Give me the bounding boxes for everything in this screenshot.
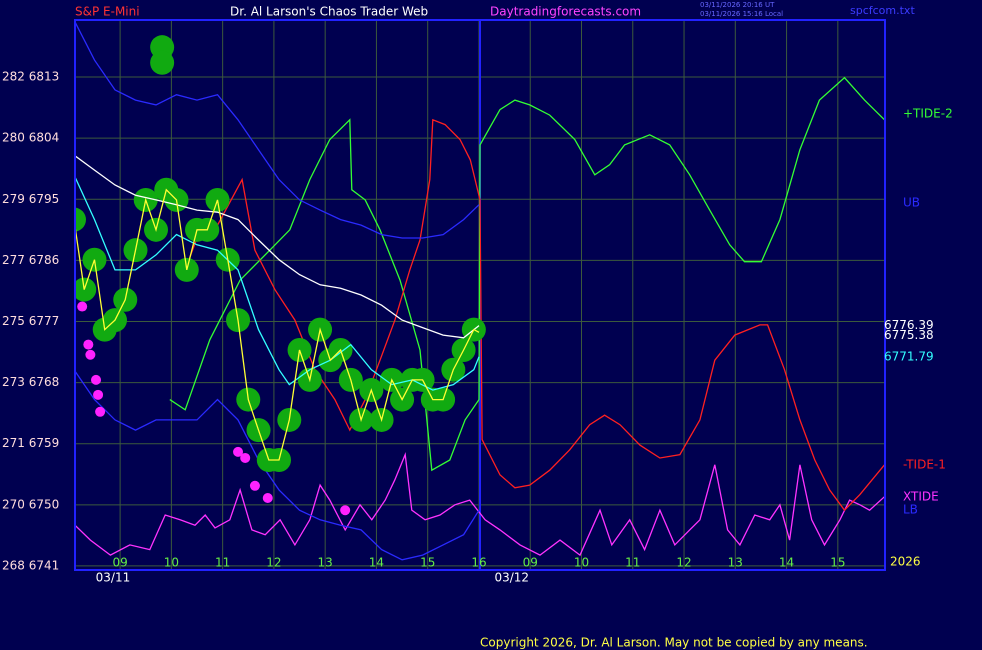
legend-label: +TIDE-2 <box>903 107 953 121</box>
y-tick-label: 279 6795 <box>2 192 59 206</box>
marker <box>91 374 102 385</box>
date-label: 03/11 <box>96 571 131 585</box>
y-tick-label: 273 6768 <box>2 375 59 389</box>
series-line <box>75 370 480 561</box>
marker <box>83 339 94 350</box>
x-tick-label: 12 <box>266 556 281 570</box>
end-value-label: 6775.38 <box>884 328 934 342</box>
end-value-label: 6776.39 <box>884 318 934 332</box>
plot-border <box>74 19 886 571</box>
filename: spcfcom.txt <box>850 4 915 17</box>
x-tick-label: 15 <box>830 556 845 570</box>
marker <box>75 277 97 302</box>
y-tick-label: 268 6741 <box>2 558 59 572</box>
legend-label: XTIDE <box>903 490 939 504</box>
legend-label: -TIDE-1 <box>903 458 946 472</box>
labels: 268 6741 270 6750 271 6759 273 6768 275 6777… <box>2 70 953 585</box>
marker <box>95 406 106 417</box>
marker <box>262 493 273 504</box>
x-tick-label: 13 <box>318 556 333 570</box>
website: Daytradingforecasts.com <box>490 5 641 19</box>
grid <box>75 20 885 570</box>
x-tick-label: 09 <box>112 556 127 570</box>
marker <box>75 207 86 232</box>
x-tick-label: 10 <box>574 556 589 570</box>
x-tick-label: 16 <box>471 556 486 570</box>
x-tick-label: 10 <box>164 556 179 570</box>
y-tick-label: 271 6759 <box>2 436 59 450</box>
chart-subtitle: Dr. Al Larson's Chaos Trader Web <box>230 5 428 19</box>
y-tick-label: 280 6804 <box>2 131 59 145</box>
series-line <box>75 188 480 461</box>
date-label: 03/12 <box>494 571 529 585</box>
x-tick-label: 11 <box>625 556 640 570</box>
timestamp: 03/11/2026 20:16 UT <box>700 1 775 9</box>
legend-label: LB <box>903 503 918 517</box>
y-tick-label: 277 6786 <box>2 253 59 267</box>
marker <box>85 349 96 360</box>
timestamp: 03/11/2026 15:16 Local <box>700 10 783 18</box>
marker <box>93 389 104 400</box>
year-label: 2026 <box>890 555 921 569</box>
legend-label: UB <box>903 196 920 210</box>
x-tick-label: 14 <box>369 556 384 570</box>
chart-title: S&P E-Mini <box>75 5 140 19</box>
marker <box>340 505 351 516</box>
y-tick-label: 282 6813 <box>2 70 59 84</box>
y-tick-label: 275 6777 <box>2 314 59 328</box>
x-tick-label: 13 <box>728 556 743 570</box>
series-line <box>75 155 480 339</box>
x-tick-label: 15 <box>420 556 435 570</box>
marker <box>77 301 88 312</box>
plot-area <box>75 20 885 570</box>
x-tick-label: 14 <box>779 556 794 570</box>
series-line <box>75 452 885 557</box>
y-tick-label: 270 6750 <box>2 497 59 511</box>
series-line <box>169 76 885 472</box>
x-tick-label: 12 <box>676 556 691 570</box>
copyright: Copyright 2026, Dr. Al Larson. May not b… <box>480 636 868 650</box>
marker <box>233 446 244 457</box>
marker <box>249 480 260 491</box>
series-line <box>75 20 480 239</box>
x-tick-label: 11 <box>215 556 230 570</box>
series-line <box>75 175 480 391</box>
end-value-label: 6771.79 <box>884 349 934 363</box>
marker <box>240 452 251 463</box>
marker <box>150 50 175 75</box>
x-tick-label: 09 <box>523 556 538 570</box>
